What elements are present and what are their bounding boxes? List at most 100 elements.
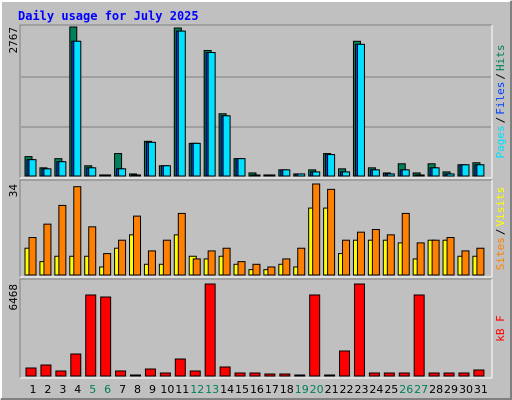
bar [416,174,425,177]
bar [458,372,470,377]
bar [428,372,440,377]
x-tick-label: 19 [295,383,309,396]
bar [282,169,291,177]
bar [43,168,52,177]
bar [297,247,306,276]
bar [431,239,440,276]
bar [40,364,52,377]
bar [25,367,37,377]
x-tick-label: 3 [59,383,66,396]
bar [368,372,380,377]
bar [473,369,485,377]
bar [398,372,410,377]
x-tick-label: 20 [310,383,324,396]
bar [207,52,216,177]
x-tick-label: 11 [175,383,189,396]
x-tick-label: 30 [459,383,473,396]
x-tick-label: 13 [205,383,219,396]
bar [249,372,261,377]
bar [282,258,291,276]
bar [28,159,37,177]
bar [446,173,455,177]
panel-bevel [20,279,493,379]
bar [267,266,276,276]
x-tick-label: 23 [354,383,368,396]
bar [159,372,171,377]
x-tick-label: 29 [444,383,458,396]
panel-bevel [19,278,492,378]
bar [162,165,171,177]
x-tick-label: 2 [44,383,51,396]
bar [371,229,380,276]
x-tick-label: 7 [119,383,126,396]
panel-bevel [19,179,492,277]
bar [219,366,231,377]
bar [162,239,171,276]
legend: Pages/Files/Hits [494,45,507,159]
x-tick-label: 24 [369,383,383,396]
bar [461,164,470,177]
chart-title: Daily usage for July 2025 [18,9,199,23]
x-tick-label: 15 [235,383,249,396]
bar [207,250,216,276]
bar [267,174,276,177]
x-tick-label: 1 [30,383,37,396]
legend-entry: Visits [494,187,507,227]
bar [85,294,97,377]
bar [103,174,112,177]
bar [401,212,410,276]
legend-entry: Sites [494,237,507,270]
bar [476,247,485,276]
legend-entry: kB F [494,315,507,342]
bar [118,168,127,177]
bar [446,237,455,276]
bar [115,370,127,377]
bar [174,358,186,377]
bar [353,283,365,377]
bar [279,373,291,377]
bar [177,30,186,177]
bar [70,353,82,377]
bar [133,174,142,177]
legend: kB F [494,315,507,342]
bar [192,142,201,177]
x-tick-label: 22 [340,383,354,396]
bar [443,372,455,377]
bar [43,223,52,276]
bar [294,374,306,377]
x-tick-label: 14 [220,383,234,396]
bar [342,239,351,276]
bar [342,171,351,177]
bar [237,261,246,276]
panel [20,25,492,178]
x-tick-label: 17 [265,383,279,396]
bar [147,250,156,276]
legend-separator: / [494,73,507,80]
bar [222,247,231,276]
bar [327,188,336,276]
x-tick-label: 26 [399,383,413,396]
bar [177,212,186,276]
x-tick-label: 9 [149,383,156,396]
bar [130,374,142,377]
y-tick-label: 34 [7,184,20,198]
x-tick-label: 28 [429,383,443,396]
x-tick-label: 10 [160,383,174,396]
x-tick-label: 16 [250,383,264,396]
legend-separator: / [494,229,507,236]
bar [386,234,395,276]
x-tick-label: 18 [280,383,294,396]
bar [252,174,261,177]
y-tick-label: 6468 [7,284,20,311]
x-tick-label: 27 [414,383,428,396]
bar [133,215,142,276]
bar [237,158,246,177]
bar [264,373,276,377]
x-tick-label: 12 [190,383,204,396]
bar [103,253,112,276]
bar [73,40,82,177]
bar [416,242,425,276]
